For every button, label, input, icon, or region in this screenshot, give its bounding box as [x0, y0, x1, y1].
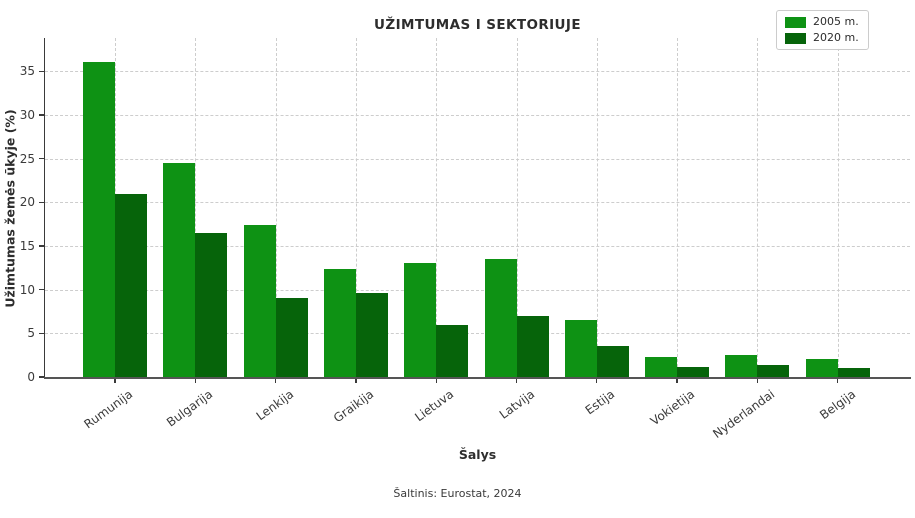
legend-label-2005: 2005 m. — [813, 15, 859, 28]
bar-estija-2005 — [564, 320, 597, 377]
x-tick-mark — [435, 379, 437, 383]
y-tick-label: 15 — [19, 238, 35, 253]
y-tick-mark — [39, 114, 44, 116]
legend-item-2005: 2005 m. — [785, 16, 859, 28]
bar-vokietija-2020 — [677, 366, 710, 377]
y-tick-label: 20 — [19, 195, 35, 210]
x-tick-mark — [676, 379, 678, 383]
legend-swatch-2020 — [785, 32, 806, 44]
gridline-v — [596, 38, 598, 377]
bar-lenkija-2020 — [275, 298, 308, 377]
y-tick-mark — [39, 245, 44, 247]
gridline-v — [837, 38, 839, 377]
gridline-h — [45, 114, 910, 116]
gridline-v — [516, 38, 518, 377]
gridline-v — [355, 38, 357, 377]
x-tick-mark — [274, 379, 277, 383]
legend-swatch-2005 — [785, 16, 806, 28]
gridline-h — [45, 71, 910, 73]
bar-belgija-2020 — [837, 368, 870, 377]
y-tick-mark — [39, 332, 44, 334]
gridline-v — [195, 38, 197, 377]
gridline-v — [275, 38, 277, 377]
bar-lenkija-2005 — [243, 224, 276, 377]
plot-area — [44, 38, 911, 379]
x-tick-mark — [114, 379, 116, 383]
legend-item-2020: 2020 m. — [785, 32, 859, 44]
bar-belgija-2005 — [805, 358, 838, 377]
bar-graikija-2005 — [323, 268, 356, 377]
gridline-h — [45, 158, 910, 160]
bar-bulgarija-2005 — [163, 162, 196, 377]
gridline-h — [45, 202, 910, 204]
x-tick-mark — [756, 379, 759, 383]
x-tick-mark — [837, 379, 839, 383]
bar-rumunija-2020 — [115, 193, 147, 377]
y-tick-label: 25 — [19, 151, 35, 166]
x-axis-label: Šalys — [458, 447, 497, 462]
gridline-h — [45, 333, 910, 335]
y-tick-mark — [39, 288, 44, 291]
x-tick-mark — [515, 379, 518, 383]
legend-label-2020: 2020 m. — [813, 31, 859, 44]
bar-bulgarija-2020 — [195, 232, 228, 377]
bar-lietuva-2020 — [436, 324, 469, 377]
y-tick-mark — [39, 157, 44, 160]
gridline-h — [45, 245, 910, 247]
y-tick-mark — [39, 376, 44, 378]
y-axis-spine — [44, 38, 46, 379]
y-tick-mark — [39, 70, 44, 72]
bar-estija-2020 — [596, 346, 629, 377]
x-axis-spine — [44, 377, 911, 379]
x-tick-mark — [596, 379, 598, 383]
bar-vokietija-2005 — [645, 356, 678, 377]
legend: 2005 m. 2020 m. — [776, 10, 869, 50]
source-note: Šaltinis: Eurostat, 2024 — [393, 487, 522, 500]
gridline-v — [757, 38, 759, 377]
y-tick-label: 0 — [27, 370, 35, 384]
gridline-h — [45, 289, 910, 291]
y-tick-mark — [39, 201, 44, 203]
bar-latvija-2005 — [484, 259, 517, 377]
gridline-v — [677, 38, 679, 377]
gridline-v — [436, 38, 438, 377]
bar-graikija-2020 — [355, 293, 388, 377]
bar-lietuva-2005 — [404, 263, 437, 377]
bar-rumunija-2005 — [83, 62, 115, 377]
y-tick-label: 30 — [19, 107, 35, 122]
x-tick-mark — [194, 379, 196, 383]
chart-title: UŽIMTUMAS I SEKTORIUJE — [374, 17, 581, 33]
bar-nyderlandai-2005 — [725, 355, 758, 377]
y-tick-label: 35 — [19, 64, 35, 79]
y-tick-label: 10 — [19, 282, 35, 297]
bar-latvija-2020 — [516, 315, 549, 377]
x-tick-mark — [355, 379, 357, 383]
y-tick-label: 5 — [27, 326, 35, 341]
bar-nyderlandai-2020 — [757, 364, 790, 377]
